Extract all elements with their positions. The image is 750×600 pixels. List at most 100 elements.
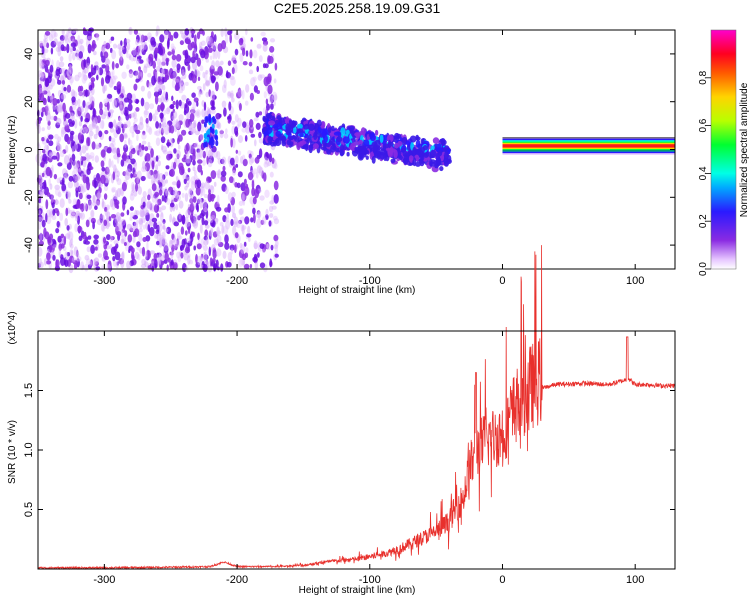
heatmap-cell — [197, 198, 201, 205]
heatmap-cell — [56, 41, 62, 47]
heatmap-cell — [96, 74, 99, 81]
heatmap-cell — [39, 258, 42, 267]
heatmap-cell — [190, 126, 196, 134]
heatmap-cell — [159, 122, 162, 129]
heatmap-cell — [206, 136, 210, 143]
heatmap-cell — [135, 182, 138, 192]
heatmap-cell — [46, 192, 51, 197]
heatmap-cell — [145, 153, 151, 162]
heatmap-cell — [151, 217, 158, 223]
heatmap-cell — [55, 122, 61, 129]
heatmap-cell — [192, 101, 197, 110]
heatmap-cell — [132, 147, 136, 152]
heatmap-cell — [135, 129, 141, 135]
heatmap-cell — [299, 132, 304, 138]
heatmap-cell — [98, 130, 103, 138]
heatmap-cell — [73, 179, 79, 189]
heatmap-cell — [123, 242, 127, 246]
heatmap-cell — [357, 153, 365, 161]
heatmap-cell — [153, 173, 157, 181]
heatmap-cell — [150, 148, 154, 158]
heatmap-cell — [231, 205, 236, 214]
heatmap-cell — [180, 82, 184, 91]
heatmap-cell — [55, 145, 61, 151]
heatmap-cell — [147, 194, 151, 201]
heatmap-cell — [113, 240, 119, 245]
heatmap-cell — [274, 245, 278, 255]
heatmap-cell — [170, 196, 176, 204]
heatmap-cell — [94, 124, 98, 129]
heatmap-cell — [77, 104, 81, 112]
heatmap-cell — [358, 139, 363, 145]
heatmap-cell — [219, 60, 224, 66]
heatmap-cell — [106, 101, 110, 111]
heatmap-cell — [134, 177, 141, 185]
heatmap-cell — [223, 107, 227, 117]
heatmap-cell — [155, 229, 160, 235]
heatmap-cell — [132, 230, 137, 238]
heatmap-cell — [203, 193, 208, 199]
heatmap-cell — [132, 56, 137, 62]
heatmap-cell — [103, 51, 109, 59]
heatmap-cell — [321, 121, 325, 130]
heatmap-cell — [46, 138, 50, 144]
heatmap-cell — [202, 245, 208, 252]
heatmap-cell — [214, 49, 218, 60]
y-tick-label: 40 — [23, 48, 35, 60]
heatmap-cell — [41, 137, 45, 142]
heatmap-cell — [115, 212, 121, 222]
heatmap-cell — [139, 44, 145, 52]
heatmap-cell — [180, 245, 183, 252]
heatmap-cell — [214, 218, 219, 225]
heatmap-cell — [215, 170, 222, 175]
heatmap-cell — [215, 248, 222, 257]
heatmap-cell — [57, 235, 62, 243]
heatmap-cell — [102, 84, 106, 94]
x-tick-label: 100 — [626, 574, 644, 586]
heatmap-cell — [169, 168, 175, 177]
heatmap-cell — [74, 223, 79, 233]
heatmap-cell — [269, 171, 274, 178]
heatmap-cell — [205, 58, 209, 63]
heatmap-cell — [173, 190, 180, 199]
heatmap-cell — [119, 100, 124, 111]
heatmap-cell — [154, 173, 161, 183]
heatmap-cell — [72, 46, 76, 52]
heatmap-cell — [95, 125, 99, 136]
heatmap-cell — [210, 31, 214, 38]
heatmap-cell — [209, 90, 216, 101]
heatmap-cell — [56, 143, 61, 151]
heatmap-cell — [176, 194, 181, 202]
heatmap-cell — [316, 119, 322, 127]
heatmap-cell — [200, 198, 204, 203]
heatmap-cell — [63, 34, 69, 41]
heatmap-cell — [181, 32, 186, 39]
heatmap-cell — [273, 244, 279, 250]
heatmap-cell — [175, 99, 179, 110]
heatmap-cell — [242, 61, 248, 66]
heatmap-cell — [78, 51, 83, 59]
heatmap-cell — [156, 65, 161, 72]
heatmap-cell — [171, 95, 174, 102]
heatmap-cell — [232, 225, 237, 236]
heatmap-ylabel: Frequency (Hz) — [7, 116, 18, 185]
heatmap-cell — [208, 246, 211, 257]
heatmap-cell — [79, 183, 84, 193]
heatmap-cell — [80, 156, 83, 162]
heatmap-cell — [273, 94, 278, 101]
heatmap-cell — [93, 234, 99, 240]
heatmap-cell — [51, 164, 54, 174]
heatmap-cell — [174, 84, 179, 91]
heatmap-cell — [224, 234, 229, 244]
heatmap-cell — [42, 90, 48, 95]
heatmap-cell — [192, 196, 197, 203]
heatmap-cell — [155, 85, 161, 92]
heatmap-cell — [190, 56, 196, 64]
heatmap-cell — [211, 128, 215, 135]
heatmap-cell — [438, 150, 443, 157]
heatmap-cell — [243, 241, 247, 247]
heatmap-cell — [151, 160, 155, 168]
heatmap-cell — [75, 190, 79, 198]
heatmap-cell — [392, 135, 397, 143]
